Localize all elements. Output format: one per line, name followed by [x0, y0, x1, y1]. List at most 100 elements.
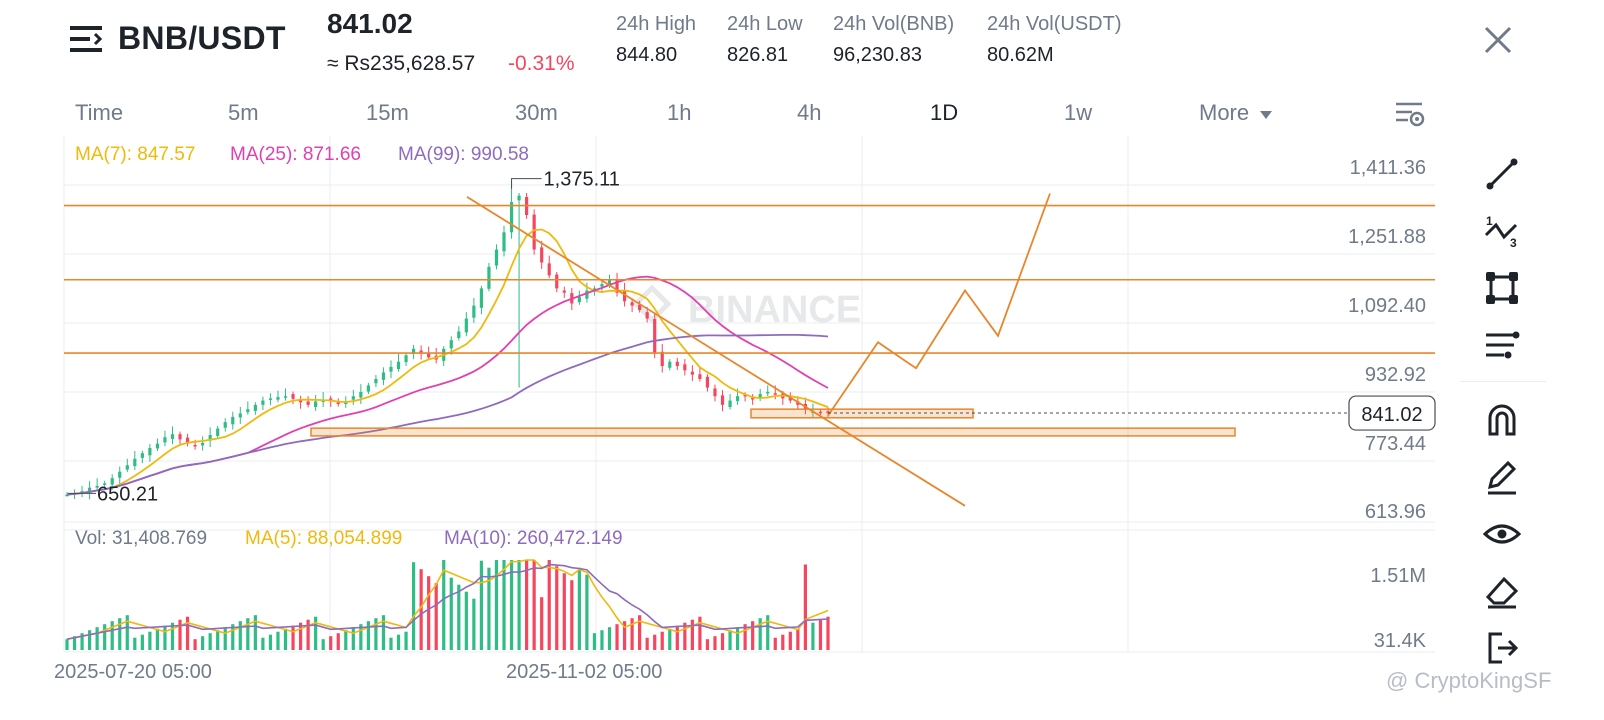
- volume-bar: [547, 560, 551, 650]
- candle-body: [555, 274, 559, 289]
- candle-body: [660, 351, 664, 367]
- shape-tool[interactable]: [1482, 268, 1522, 308]
- volume-bar: [675, 625, 679, 650]
- volume-bar: [351, 627, 355, 650]
- volume-bar: [148, 631, 152, 650]
- candle-body: [502, 232, 506, 252]
- tab-1h[interactable]: 1h: [667, 100, 692, 125]
- visibility-tool[interactable]: [1482, 514, 1522, 554]
- candle-body: [80, 491, 84, 493]
- close-icon[interactable]: [1482, 24, 1514, 56]
- tab-1d[interactable]: 1D: [930, 100, 959, 125]
- volume-bar: [532, 560, 536, 650]
- tab-time[interactable]: Time: [75, 100, 124, 125]
- candle-body: [743, 394, 747, 397]
- candle-body: [125, 465, 129, 470]
- exit-icon: [1488, 632, 1519, 664]
- candle-body: [818, 411, 823, 414]
- candle-body: [314, 401, 318, 408]
- low-annotation: 650.21: [97, 483, 158, 505]
- eraser-tool[interactable]: [1482, 571, 1522, 611]
- binance-logo-watermark: [632, 284, 672, 324]
- tab-15m[interactable]: 15m: [366, 100, 409, 125]
- candle-body: [65, 494, 69, 497]
- price-axis-tick-label: 1,411.36: [1350, 157, 1426, 179]
- tab-4h[interactable]: 4h: [797, 100, 822, 125]
- vol-ma5-label: MA(5): 88,054.899: [245, 528, 403, 549]
- menu-icon[interactable]: [70, 24, 104, 54]
- volume-bar: [540, 597, 544, 650]
- pair-title[interactable]: BNB/USDT: [118, 20, 286, 56]
- tab-1w[interactable]: 1w: [1064, 100, 1093, 125]
- candle-body: [389, 366, 393, 372]
- fibonacci-icon: 1 3: [1484, 214, 1518, 250]
- candle-body: [540, 247, 544, 263]
- candle-body: [705, 376, 710, 388]
- candle-body: [668, 361, 672, 368]
- volume-bar: [803, 564, 807, 650]
- stat-label-24h-low: 24h Low: [727, 13, 803, 35]
- candle-body: [118, 471, 122, 478]
- volume-bar: [72, 636, 77, 650]
- exit-drawing-tool[interactable]: [1482, 628, 1522, 668]
- magnet-tool[interactable]: [1482, 400, 1522, 440]
- volume-bar: [118, 618, 122, 650]
- volume-bar: [668, 628, 672, 650]
- chart-settings-icon[interactable]: [1394, 98, 1426, 130]
- tab-30m[interactable]: 30m: [515, 100, 558, 125]
- volume-bar: [788, 631, 792, 650]
- candle-body: [178, 434, 182, 440]
- volume-bar: [125, 615, 129, 650]
- eye-icon: [1482, 524, 1522, 544]
- volume-bar: [103, 624, 107, 650]
- volume-bar: [758, 618, 762, 650]
- watermark-handle: @ CryptoKingSF: [1386, 668, 1551, 694]
- candle-body: [216, 428, 220, 436]
- candle-body: [185, 437, 190, 444]
- candle-body: [381, 372, 386, 380]
- candlestick-chart[interactable]: BINANCE 841.02 1,411.36 1,251.88 1,092.40 932…: [0, 130, 1460, 690]
- volume-bar: [246, 618, 250, 650]
- pencil-icon: [1487, 460, 1517, 495]
- candle-body: [758, 394, 762, 399]
- candle-body: [359, 391, 363, 398]
- tab-5m[interactable]: 5m: [228, 100, 259, 125]
- descending-trendline: [466, 196, 966, 507]
- candle-body: [690, 371, 694, 375]
- parallel-channel-tool[interactable]: [1482, 325, 1522, 365]
- volume-bar: [555, 566, 559, 650]
- candle-body: [449, 340, 453, 349]
- volume-bar: [509, 560, 514, 650]
- trend-line-tool[interactable]: [1468, 154, 1522, 194]
- candle-body: [472, 305, 476, 318]
- candle-body: [487, 266, 491, 289]
- volume-bar: [743, 624, 747, 650]
- current-price-tag: [1348, 395, 1436, 431]
- volume-bar: [261, 637, 265, 650]
- volume-bar: [178, 619, 182, 650]
- volume-bar: [291, 625, 295, 650]
- pencil-tool[interactable]: [1482, 457, 1522, 497]
- candle-body: [306, 401, 310, 405]
- volume-bar: [253, 615, 257, 650]
- candle-body: [457, 331, 461, 338]
- candle-body: [630, 302, 634, 306]
- candle-body: [231, 416, 235, 425]
- current-price-label: 841.02: [1361, 404, 1422, 426]
- tab-more[interactable]: More: [1199, 100, 1273, 126]
- watermark-handle-text: @ CryptoKingSF: [1386, 668, 1552, 693]
- volume-bar: [344, 630, 348, 650]
- volume-bar: [155, 628, 160, 650]
- fib-tool[interactable]: 1 3: [1482, 211, 1522, 251]
- candle-body: [201, 442, 205, 446]
- candle-body: [110, 478, 114, 485]
- volume-bar: [818, 619, 823, 650]
- candle-body: [713, 388, 717, 397]
- volume-bar: [487, 567, 491, 650]
- volume-bar: [336, 633, 340, 650]
- candle-body: [291, 394, 295, 399]
- candle-body: [766, 391, 770, 394]
- volume-bar: [231, 624, 235, 650]
- volume-label: Vol: 31,408.769: [75, 528, 208, 549]
- volume-bar: [615, 624, 619, 650]
